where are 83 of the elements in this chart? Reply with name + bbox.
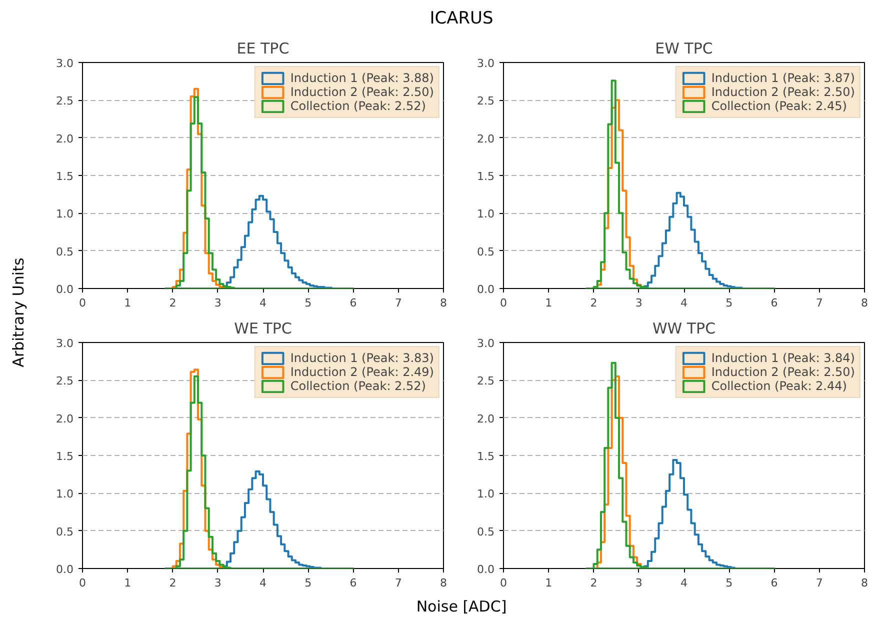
y-tick-label: 3.0 [477,337,495,350]
x-tick-label: 8 [861,296,868,310]
x-tick-label: 4 [260,576,266,590]
x-tick-label: 3 [214,576,222,590]
y-tick-label: 2.0 [477,132,495,146]
x-tick-label: 8 [440,296,447,310]
legend-label: Collection (Peak: 2.52) [290,99,426,113]
y-tick-label: 2.0 [56,132,74,146]
x-tick-label: 4 [680,576,688,590]
x-tick-label: 5 [726,296,733,310]
y-tick-label: 0.5 [477,525,495,538]
legend-label: Induction 1 (Peak: 3.83) [290,351,434,365]
y-tick-label: 3.0 [477,57,495,70]
y-tick-label: 2.0 [477,412,495,426]
x-tick-label: 2 [590,576,598,590]
chart-title: WW TPC [652,320,716,338]
legend-label: Induction 1 (Peak: 3.87) [711,71,855,85]
text: ICARUS [430,8,494,28]
y-tick-label: 2.5 [56,374,74,388]
y-tick-label: 3.0 [56,337,74,350]
y-tick-label: 1.5 [56,170,74,183]
y-tick-label: 0.0 [56,563,74,576]
x-tick-label: 4 [680,296,688,310]
x-tick-label: 4 [260,296,266,310]
x-tick-label: 3 [214,296,222,310]
y-tick-label: 1.0 [56,208,74,221]
legend-label: Induction 2 (Peak: 2.49) [290,365,434,379]
y-tick-label: 1.5 [477,450,495,463]
y-tick-label: 2.5 [56,94,74,108]
x-tick-label: 7 [816,296,823,310]
x-tick-label: 7 [816,576,823,590]
y-tick-label: 0.0 [56,283,74,296]
x-tick-label: 2 [169,296,176,310]
x-tick-label: 8 [861,576,868,590]
x-tick-label: 5 [304,576,312,590]
x-tick-label: 7 [394,576,402,590]
x-tick-label: 6 [350,576,357,590]
y-tick-label: 2.0 [56,412,74,426]
x-tick-label: 1 [124,576,132,590]
legend-label: Induction 2 (Peak: 2.50) [711,85,855,99]
y-tick-label: 0.5 [477,245,495,258]
chart-title: EE TPC [236,40,290,58]
x-tick-label: 5 [726,576,733,590]
y-tick-label: 1.5 [477,170,495,183]
legend-label: Induction 2 (Peak: 2.50) [290,85,434,99]
y-tick-label: 0.5 [56,245,74,258]
x-tick-label: 3 [635,576,642,590]
y-tick-label: 0.5 [56,525,74,538]
legend-label: Collection (Peak: 2.45) [711,99,847,113]
x-tick-label: 5 [304,296,312,310]
y-tick-label: 1.0 [477,208,495,221]
legend-label: Induction 2 (Peak: 2.50) [711,365,855,379]
x-tick-label: 1 [124,296,132,310]
x-tick-label: 3 [635,296,642,310]
chart-title: EW TPC [655,40,713,58]
legend-label: Collection (Peak: 2.52) [290,379,426,393]
x-axis-title: Noise [ADC] [416,598,507,616]
x-tick-label: 1 [545,576,552,590]
x-tick-label: 8 [440,576,447,590]
x-tick-label: 6 [770,576,778,590]
x-tick-label: 0 [79,296,86,310]
y-tick-label: 1.0 [477,488,495,501]
x-tick-label: 0 [500,576,507,590]
legend-label: Collection (Peak: 2.44) [711,379,847,393]
y-tick-label: 0.0 [477,283,495,296]
y-tick-label: 3.0 [56,57,74,70]
x-tick-label: 0 [79,576,86,590]
y-tick-label: 2.5 [477,374,495,388]
legend-label: Induction 1 (Peak: 3.84) [711,351,855,365]
x-tick-label: 6 [770,296,778,310]
chart-title: WE TPC [234,320,292,338]
x-tick-label: 6 [350,296,357,310]
y-tick-label: 1.0 [56,488,74,501]
x-tick-label: 0 [500,296,507,310]
legend-label: Induction 1 (Peak: 3.88) [290,71,434,85]
y-tick-label: 1.5 [56,450,74,463]
x-tick-label: 1 [545,296,552,310]
y-tick-label: 2.5 [477,94,495,108]
y-tick-label: 0.0 [477,563,495,576]
x-tick-label: 7 [394,296,402,310]
x-tick-label: 2 [169,576,176,590]
x-tick-label: 2 [590,296,598,310]
y-axis-title: Arbitrary Units [10,258,28,368]
